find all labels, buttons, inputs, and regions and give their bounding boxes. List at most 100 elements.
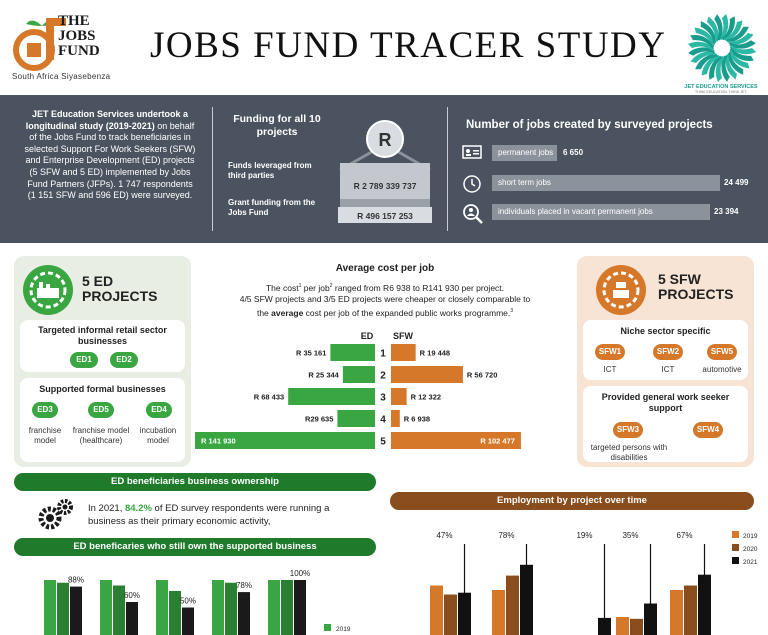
ed-title-line-1: 5 ED [82, 273, 114, 289]
jobs-label: short term jobs [498, 178, 551, 187]
legend-swatch [732, 557, 739, 564]
jet-ray [719, 14, 729, 40]
note-franchise: franchise model [28, 426, 62, 445]
jet-ray [728, 33, 754, 45]
still-own-bar [294, 580, 306, 635]
sfw-cost-bar [391, 388, 407, 405]
sfw-cost-label: R 6 938 [404, 415, 430, 424]
ed-cost-label: R 25 344 [308, 371, 339, 380]
pill-ed2: ED2 [110, 352, 138, 368]
jet-ray [725, 54, 737, 80]
jet-ray [730, 45, 756, 55]
employment-bar [430, 585, 443, 635]
sfw-title-line-2: PROJECTS [658, 286, 734, 302]
pill-ed3: ED3 [32, 402, 58, 418]
footnote-1: 1 [298, 283, 302, 289]
logo-line-3: FUND [58, 43, 100, 59]
jet-ray [690, 51, 716, 63]
jobs-bar-short-term: short term jobs [492, 175, 720, 191]
intro-rest: on behalf of the Jobs Fund to track bene… [24, 120, 196, 201]
ed-cost-label: R 35 161 [296, 349, 326, 358]
sfw-cost-label: R 102 477 [480, 437, 515, 446]
jobs-value-short-term: 24 499 [724, 178, 749, 187]
still-own-label: 78% [236, 581, 252, 590]
intro-text: JET Education Services undertook a longi… [22, 109, 198, 202]
ed-cost-label: R 141 930 [201, 437, 236, 446]
sfw-projects-panel: Niche sector specific SFW1 SFW2 SFW5 ICT… [577, 256, 754, 467]
pill-ed5: ED5 [88, 402, 114, 418]
sfw-card-general: Provided general work seeker support SFW… [583, 386, 748, 462]
still-own-bar [182, 607, 194, 635]
card-title: Supported formal businesses [39, 384, 166, 394]
ed-cost-bar [337, 410, 375, 427]
still-own-bar [113, 585, 125, 635]
logo-line-2: JOBS [58, 28, 96, 44]
jet-ray [709, 55, 723, 80]
cost-desc-part: ranged from R6 938 to R141 930 per proje… [332, 282, 505, 293]
money-box-icon: R R 2 789 339 737 R 496 157 253 [338, 120, 432, 223]
employment-bar [492, 590, 505, 635]
ed-card-informal: Targeted informal retail sector business… [20, 320, 185, 372]
jet-ray [729, 47, 754, 61]
jobs-fund-logo-icon [13, 18, 66, 71]
employment-label: 47% [436, 531, 452, 540]
jobs-value-permanent: 6 650 [563, 148, 584, 157]
gears-icon [38, 499, 73, 530]
cost-desc-part: The cost [265, 282, 299, 293]
logo-subtitle: South Africa Siyasebenza [12, 72, 111, 81]
employment-bar [506, 575, 519, 635]
jet-ray [690, 35, 715, 49]
legend-swatch [732, 544, 739, 551]
logo-line-1: THE [58, 13, 90, 29]
sfw-cost-bar [391, 410, 400, 427]
jet-ray [721, 16, 735, 41]
still-own-bar [70, 586, 82, 635]
funds-leveraged-label: Funds leveraged from third parties [228, 161, 312, 180]
legend-label: 2020 [743, 546, 758, 553]
employment-label: 67% [676, 531, 692, 540]
ed-projects-panel: 5 ED PROJECTS Targeted informal retail s… [14, 256, 191, 467]
grant-label: Grant funding from the Jobs Fund [228, 198, 316, 217]
ownership-text-part: of ED survey respondents were running a … [88, 503, 330, 527]
jet-ray [715, 56, 725, 82]
note-automotive: automotive [702, 365, 742, 374]
still-own-label: 60% [124, 591, 140, 600]
legend-swatch [732, 531, 739, 538]
id-card-icon [462, 145, 482, 159]
project-number: 5 [380, 437, 386, 448]
jet-ray [723, 20, 743, 42]
pill-ed1: ED1 [70, 352, 98, 368]
header: THE JOBS FUND South Africa Siyasebenza J… [0, 0, 768, 95]
card-title: Targeted informal retail sector business… [38, 325, 167, 346]
pill-ed4: ED4 [146, 402, 172, 418]
sfw-cost-label: R 19 448 [420, 349, 450, 358]
employment-bar [616, 617, 629, 635]
ed-title-line-2: PROJECTS [82, 288, 158, 304]
cost-desc-part: the [256, 307, 272, 318]
jet-ray [726, 26, 749, 43]
ed-title: 5 ED PROJECTS [82, 274, 157, 304]
employment-chart: 47% 78% 19% 35% 67% 2019 2020 2021 [430, 531, 758, 635]
cost-description: The cost1 per job2 ranged from R6 938 to… [200, 281, 570, 319]
ed-cost-bar [288, 388, 375, 405]
cost-desc-part: cost per job of the expanded public work… [303, 307, 511, 318]
employment-bar [670, 590, 683, 635]
still-own-bar [169, 591, 181, 635]
jet-ray [721, 55, 730, 82]
note-disabilities: targeted persons with disabilities [590, 443, 668, 462]
pill-sfw3: SFW3 [613, 422, 643, 438]
sfw-card-niche: Niche sector specific SFW1 SFW2 SFW5 ICT… [583, 320, 748, 380]
ownership-text: In 2021, 84.2% of ED survey respondents … [88, 503, 358, 528]
funds-leveraged-value: R 2 789 339 737 [354, 181, 417, 191]
pill-sfw1: SFW1 [595, 344, 625, 360]
project-number: 2 [380, 371, 386, 382]
worker-gear-icon [596, 265, 646, 315]
still-own-bar [156, 580, 168, 635]
logo-text: THE JOBS FUND [58, 14, 100, 59]
note-ict-1: ICT [603, 365, 617, 374]
jet-ray [688, 47, 715, 56]
jet-ray [729, 40, 756, 49]
jet-ray [728, 49, 750, 69]
sfw-cost-bar [391, 432, 521, 449]
card-title: Provided general work seeker support [601, 392, 730, 413]
